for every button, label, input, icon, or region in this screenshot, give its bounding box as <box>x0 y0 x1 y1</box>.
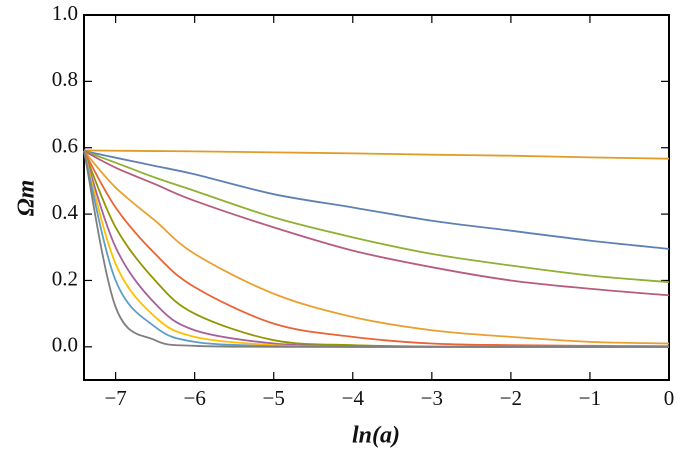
x-tick-label: −5 <box>263 386 285 410</box>
y-tick-label: 0.4 <box>52 200 79 224</box>
x-tick-label: −3 <box>421 386 443 410</box>
x-axis-label: ln(a) <box>352 423 400 449</box>
series-line <box>83 150 670 250</box>
series-line <box>83 150 670 345</box>
series-line <box>83 150 669 348</box>
y-tick-label: 1.0 <box>52 1 78 25</box>
series-line <box>83 150 669 348</box>
x-tick-label: −6 <box>184 386 206 410</box>
series-line <box>83 150 669 348</box>
series-line <box>83 150 670 297</box>
x-tick-label: −7 <box>104 386 126 410</box>
series-line <box>83 150 669 348</box>
y-tick-label: 0.0 <box>52 333 78 357</box>
series-line <box>83 149 670 160</box>
y-tick-label: 0.2 <box>52 266 78 290</box>
x-tick-label: −1 <box>579 386 601 410</box>
plot-frame <box>83 14 670 381</box>
x-tick-label: −2 <box>500 386 522 410</box>
x-tick-label: 0 <box>664 386 675 410</box>
series-line <box>83 150 669 348</box>
y-tick-label: 0.8 <box>52 67 78 91</box>
y-axis-label: Ωm <box>14 180 40 217</box>
x-tick-label: −4 <box>342 386 365 410</box>
series-line <box>83 150 670 284</box>
y-tick-label: 0.6 <box>52 134 78 158</box>
series-line <box>83 150 670 348</box>
